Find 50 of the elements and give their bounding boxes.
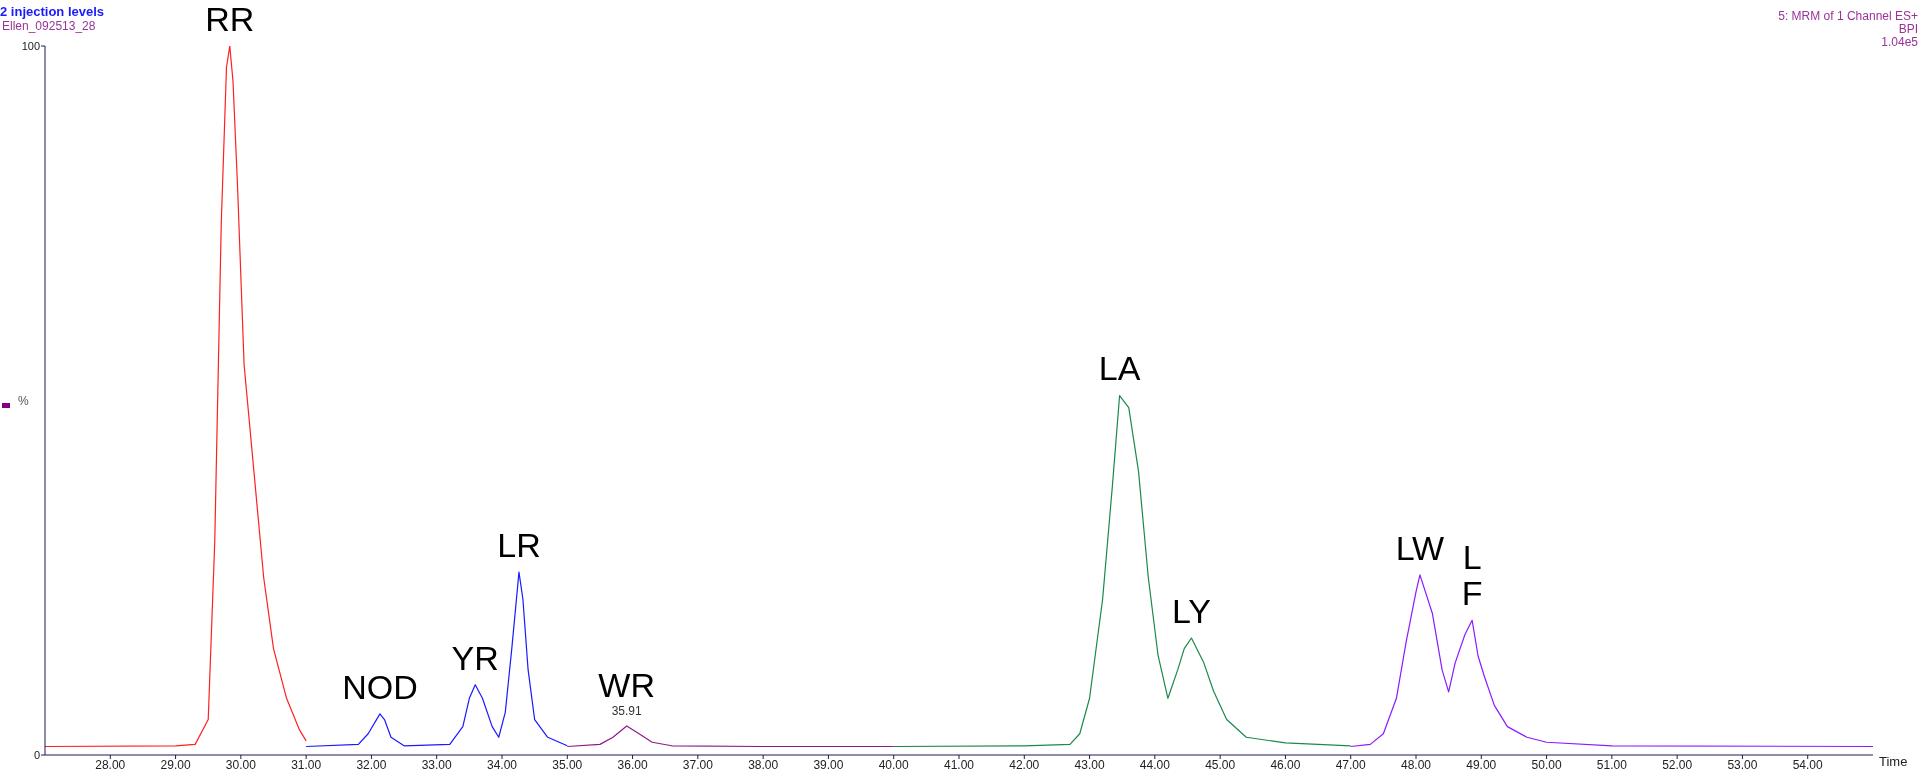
annotation: WR bbox=[598, 665, 656, 704]
text: 5: MRM of 1 Channel ES+ bbox=[1778, 9, 1918, 23]
x-tick-label: 41.00 bbox=[943, 757, 975, 772]
y-axis-title: % bbox=[18, 393, 29, 408]
annotation: 35.91 bbox=[611, 704, 643, 719]
text: 1.04e5 bbox=[1880, 35, 1918, 49]
annotation: LY bbox=[1171, 591, 1211, 630]
x-tick-label: 43.00 bbox=[1074, 757, 1105, 772]
x-tick-label: 39.00 bbox=[813, 757, 844, 772]
line-series bbox=[893, 394, 1352, 748]
x-tick-label: 48.00 bbox=[1400, 757, 1432, 772]
x-tick-label: 31.00 bbox=[291, 757, 322, 772]
x-tick-label: 46.00 bbox=[1270, 757, 1301, 772]
x-tick-label: 54.00 bbox=[1792, 757, 1824, 772]
x-tick-label: 38.00 bbox=[748, 757, 779, 772]
x-tick-label: 44.00 bbox=[1139, 757, 1171, 772]
x-tick-label: 37.00 bbox=[682, 757, 714, 772]
x-tick-label: 35.00 bbox=[552, 757, 583, 772]
annotation: LW bbox=[1395, 528, 1445, 567]
line-series bbox=[566, 725, 895, 748]
x-tick-label: 42.00 bbox=[1009, 757, 1040, 772]
annotation: YR bbox=[451, 638, 499, 677]
x-tick-label: 45.00 bbox=[1205, 757, 1236, 772]
x-tick-label: 34.00 bbox=[486, 757, 518, 772]
annotation: LA bbox=[1098, 349, 1141, 388]
y-tick-label: 100 bbox=[21, 39, 40, 52]
line-series bbox=[1350, 574, 1873, 748]
x-tick-label: 52.00 bbox=[1662, 757, 1693, 772]
x-tick-label: 36.00 bbox=[617, 757, 648, 772]
y-tick-label: 0 bbox=[33, 748, 40, 761]
x-tick-label: 32.00 bbox=[356, 757, 387, 772]
x-tick-label: 29.00 bbox=[160, 757, 191, 772]
x-tick-label: 28.00 bbox=[95, 757, 126, 772]
x-axis-title: Time bbox=[1879, 753, 1908, 769]
annotation: LR bbox=[497, 525, 541, 564]
line-series bbox=[45, 46, 307, 748]
x-tick-label: 33.00 bbox=[421, 757, 453, 772]
x-tick-label: 51.00 bbox=[1596, 757, 1628, 772]
x-tick-label: 47.00 bbox=[1335, 757, 1367, 772]
x-tick-label: 40.00 bbox=[878, 757, 910, 772]
annotation: NOD bbox=[342, 667, 418, 706]
x-tick-label: 30.00 bbox=[225, 757, 257, 772]
x-tick-label: 49.00 bbox=[1466, 757, 1497, 772]
chart-subtitle: Ellen_092513_28 bbox=[2, 19, 96, 33]
annotation: L F bbox=[1461, 538, 1483, 613]
text: BPI bbox=[1897, 22, 1918, 36]
chart-title: 2 injection levels bbox=[0, 4, 105, 19]
x-tick-label: 53.00 bbox=[1727, 757, 1758, 772]
line-series bbox=[305, 571, 568, 748]
x-tick-label: 50.00 bbox=[1531, 757, 1562, 772]
